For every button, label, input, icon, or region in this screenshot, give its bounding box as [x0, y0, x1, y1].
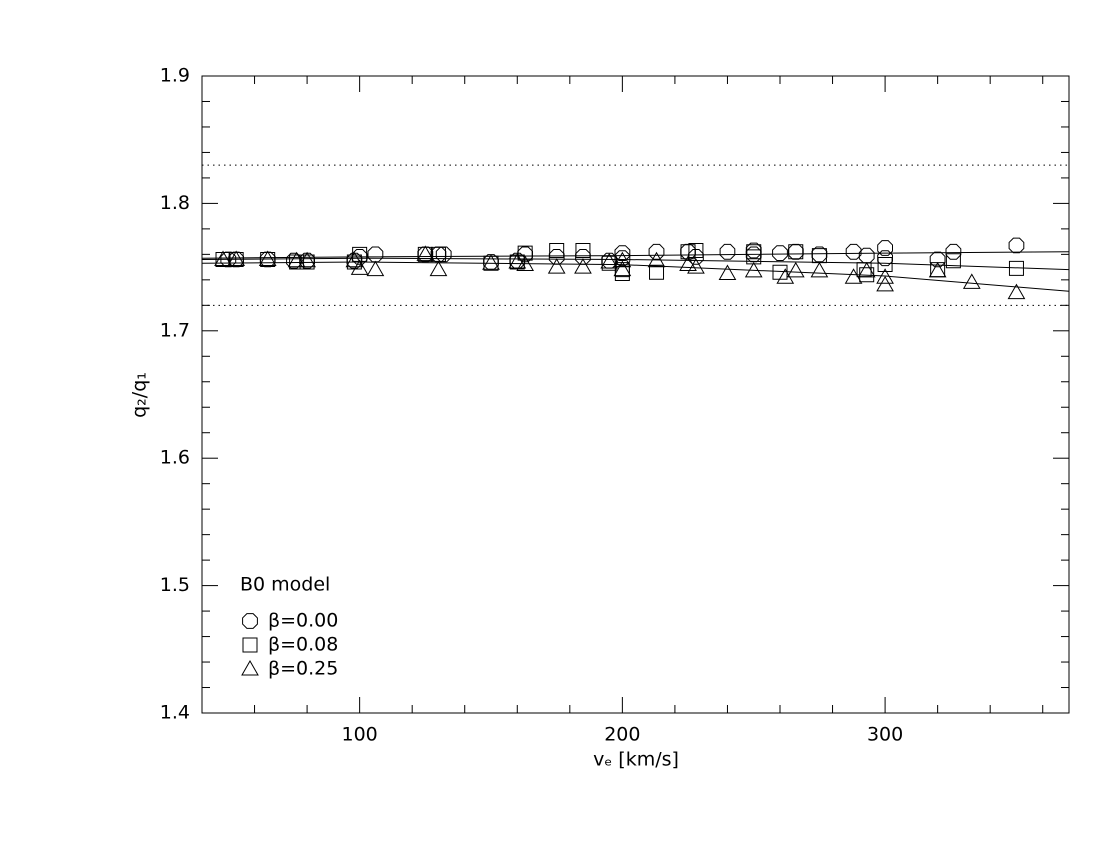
data-point — [215, 251, 231, 265]
data-point — [614, 262, 630, 276]
x-tick-label: 200 — [604, 724, 640, 746]
y-tick-label: 1.7 — [160, 319, 190, 341]
data-point — [846, 244, 861, 259]
legend-title: B0 model — [240, 574, 330, 596]
y-tick-label: 1.9 — [160, 65, 190, 87]
data-point — [576, 244, 590, 258]
legend-marker — [242, 661, 258, 675]
data-point — [946, 244, 961, 259]
data-point — [788, 244, 803, 259]
x-axis-label: vₑ [km/s] — [593, 749, 679, 771]
y-tick-label: 1.4 — [160, 702, 190, 724]
data-point — [518, 246, 532, 260]
fit-line — [202, 252, 1069, 258]
data-point — [346, 253, 362, 267]
data-point — [930, 252, 945, 267]
data-point — [549, 250, 564, 265]
data-point — [615, 266, 629, 280]
data-point — [930, 263, 946, 277]
data-point — [964, 274, 980, 288]
plot-frame — [202, 76, 1069, 713]
data-point — [946, 254, 960, 268]
legend-label: β=0.00 — [268, 610, 338, 632]
data-point — [812, 247, 827, 262]
data-point — [859, 263, 875, 277]
data-point — [517, 257, 533, 271]
data-point — [289, 253, 305, 267]
data-point — [773, 265, 787, 279]
data-point — [417, 246, 433, 260]
x-tick-label: 300 — [867, 724, 903, 746]
data-point — [649, 253, 665, 267]
data-point — [260, 251, 276, 265]
data-point — [877, 269, 893, 283]
y-axis-label: q₂/q₁ — [129, 372, 151, 418]
data-point — [773, 246, 788, 261]
data-point — [352, 260, 368, 274]
data-point — [681, 245, 695, 259]
fit-line — [202, 262, 1069, 291]
data-point — [811, 263, 827, 277]
data-point — [859, 248, 874, 263]
data-point — [228, 251, 244, 265]
data-point — [688, 259, 704, 273]
data-point — [300, 253, 315, 268]
data-point — [509, 254, 525, 268]
legend-label: β=0.08 — [268, 634, 338, 656]
fit-line — [202, 258, 1069, 269]
y-tick-label: 1.8 — [160, 192, 190, 214]
x-tick-label: 100 — [342, 724, 378, 746]
data-point — [680, 257, 696, 271]
legend-marker — [243, 638, 257, 652]
data-point — [549, 259, 565, 273]
data-point — [877, 277, 893, 291]
legend-marker — [243, 614, 258, 629]
data-point — [615, 246, 630, 261]
data-point — [483, 255, 499, 269]
data-point — [878, 258, 892, 272]
data-point — [650, 265, 664, 279]
data-point — [1008, 285, 1024, 299]
data-point — [777, 269, 793, 283]
data-point — [719, 265, 735, 279]
data-point — [746, 263, 762, 277]
data-point — [430, 262, 446, 276]
data-point — [746, 243, 761, 258]
data-point — [689, 244, 703, 258]
data-point — [1009, 238, 1024, 253]
data-point — [368, 247, 383, 262]
data-point — [846, 269, 862, 283]
data-point — [614, 253, 630, 267]
y-tick-label: 1.5 — [160, 574, 190, 596]
data-point — [615, 251, 630, 266]
data-point — [649, 244, 664, 259]
data-point — [878, 241, 893, 256]
legend-label: β=0.25 — [268, 658, 338, 680]
data-point — [550, 244, 564, 258]
data-point — [601, 254, 617, 268]
data-point — [789, 245, 803, 259]
data-point — [788, 263, 804, 277]
data-point — [367, 262, 383, 276]
data-point — [484, 255, 499, 270]
data-point — [576, 250, 591, 265]
data-point — [1009, 261, 1023, 275]
data-point — [878, 251, 893, 266]
data-point — [575, 259, 591, 273]
data-point — [720, 244, 735, 259]
data-point — [299, 253, 315, 267]
y-tick-label: 1.6 — [160, 447, 190, 469]
